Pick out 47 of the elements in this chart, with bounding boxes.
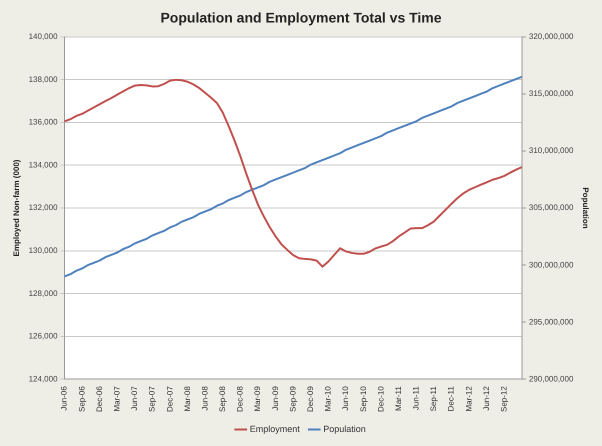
y-tick-label: 140,000 <box>28 32 58 42</box>
y2-tick-label: 300,000,000 <box>528 260 574 270</box>
x-tick-label: Mar-12 <box>464 386 474 412</box>
x-tick-label: Mar-09 <box>253 386 262 412</box>
x-tick-label: Mar-07 <box>112 386 122 412</box>
x-tick-label: Jun-11 <box>412 386 421 410</box>
x-tick-label: Mar-08 <box>182 386 192 412</box>
y2-tick-label: 310,000,000 <box>528 146 574 156</box>
x-tick-label: Jun-06 <box>60 386 69 411</box>
x-tick-label: Sep-07 <box>148 386 157 412</box>
y-tick-label: 138,000 <box>28 74 58 84</box>
y-tick-label: 124,000 <box>28 374 58 384</box>
legend-label: Population <box>323 424 366 434</box>
chart-title: Population and Employment Total vs Time <box>160 9 442 26</box>
x-tick-label: Jun-09 <box>270 386 280 411</box>
x-tick-label: Dec-10 <box>376 386 386 412</box>
legend-label: Employment <box>250 424 300 434</box>
y2-tick-label: 295,000,000 <box>528 317 574 326</box>
y-tick-label: 132,000 <box>28 203 58 212</box>
y-tick-label: 126,000 <box>28 332 58 341</box>
x-tick-label: Jun-08 <box>200 386 210 411</box>
y2-axis-title: Population <box>580 187 590 229</box>
x-tick-label: Dec-07 <box>165 386 174 412</box>
x-tick-label: Dec-09 <box>306 386 316 412</box>
x-tick-label: Sep-09 <box>288 386 298 412</box>
x-tick-label: Mar-10 <box>324 386 333 412</box>
y-axis-title: Employed Non-farm (000) <box>12 159 22 256</box>
x-tick-label: Dec-11 <box>446 386 456 412</box>
x-tick-label: Sep-11 <box>429 386 438 412</box>
x-tick-label: Dec-06 <box>94 386 104 412</box>
y-tick-label: 128,000 <box>28 288 58 298</box>
x-tick-label: Jun-12 <box>482 386 491 411</box>
y-tick-label: 130,000 <box>28 246 58 256</box>
x-tick-label: Sep-10 <box>358 386 368 412</box>
x-tick-label: Sep-08 <box>218 386 228 412</box>
x-tick-label: Mar-11 <box>394 386 403 411</box>
x-tick-label: Sep-12 <box>500 386 509 412</box>
y-tick-label: 136,000 <box>28 118 58 127</box>
y-tick-label: 134,000 <box>28 160 58 170</box>
x-tick-label: Jun-10 <box>341 386 350 411</box>
y2-tick-label: 315,000,000 <box>528 89 574 98</box>
x-tick-label: Dec-08 <box>236 386 245 412</box>
y2-tick-label: 290,000,000 <box>528 374 574 384</box>
y2-tick-label: 305,000,000 <box>528 203 574 212</box>
x-tick-label: Jun-07 <box>130 386 140 411</box>
y2-tick-label: 320,000,000 <box>528 32 574 42</box>
x-tick-label: Sep-06 <box>77 386 86 412</box>
